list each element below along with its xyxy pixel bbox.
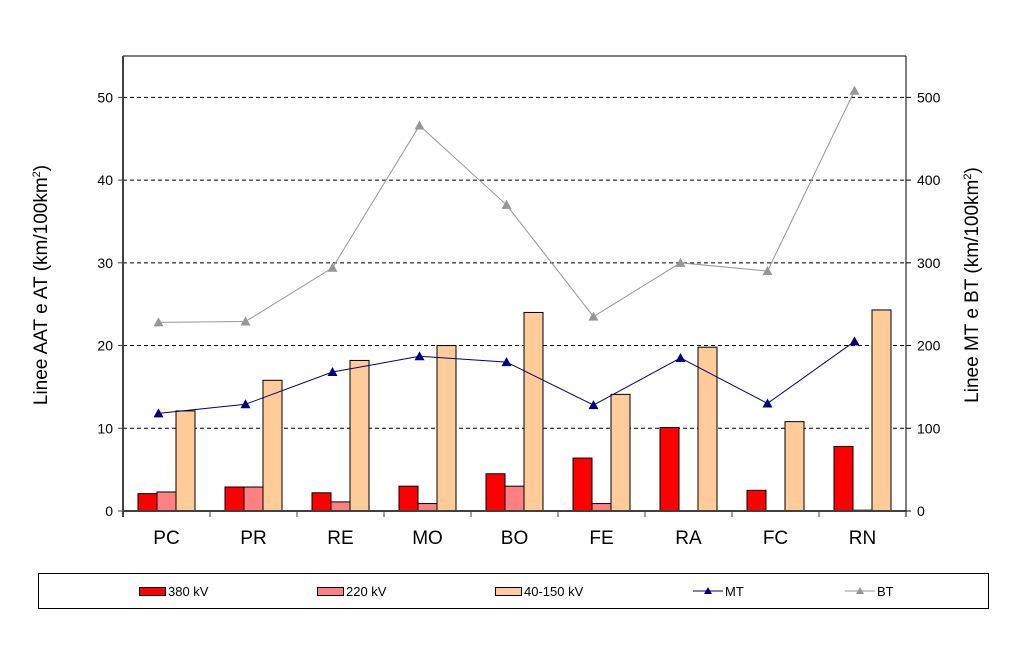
y-tick-label-left: 40 [97, 172, 113, 188]
y-tick-label-right: 200 [917, 338, 941, 354]
gridlines [123, 96, 906, 429]
axes [118, 55, 911, 517]
bar-40-150kv [175, 410, 196, 512]
bar-380kv [659, 426, 680, 512]
marker-mt [414, 351, 425, 361]
bar-40-150kv [262, 379, 283, 512]
legend-item-bt: BT [845, 574, 894, 608]
y-axis-title-right-main: Linee MT e BT (km/100km [962, 180, 983, 403]
bar-220kv [504, 485, 525, 512]
marker-mt [675, 352, 686, 362]
legend-item-mt: MT [693, 574, 744, 608]
bar-220kv [591, 503, 612, 512]
marker-mt [501, 357, 512, 367]
x-category-label: RE [327, 528, 353, 549]
bar-40-150kv [784, 421, 805, 512]
bar-380kv [485, 473, 506, 512]
y-axis-title-left: Linee AAT e AT (km/100km2) [31, 165, 52, 405]
marker-mt [327, 367, 338, 377]
y-tick-label-right: 400 [917, 172, 941, 188]
y-tick-label-left: 20 [97, 338, 113, 354]
marker-bt [588, 311, 599, 321]
marker-mt [762, 398, 773, 408]
marker-mt [588, 400, 599, 410]
y-axis-title-right-close: ) [962, 167, 983, 173]
x-category-label: PR [240, 528, 266, 549]
marker-bt [327, 262, 338, 272]
bar-220kv [330, 501, 351, 512]
bar-220kv [417, 503, 438, 512]
bar-40-150kv [349, 359, 370, 512]
x-category-label: PC [153, 528, 179, 549]
legend-item-40-150kv: 40-150 kV [495, 574, 583, 608]
marker-bt [501, 199, 512, 209]
y-tick-label-left: 50 [97, 89, 113, 105]
bar-380kv [572, 457, 593, 512]
y-axis-title-left-main: Linee AAT e AT (km/100km [31, 177, 52, 405]
legend-swatch-220kv [317, 586, 344, 596]
y-axis-title-right-sup: 2 [962, 174, 974, 180]
y-tick-label-right: 300 [917, 255, 941, 271]
bar-380kv [224, 486, 245, 512]
marker-bt [849, 85, 860, 95]
legend-label-380kv: 380 kV [168, 583, 209, 599]
bar-40-150kv [523, 311, 544, 512]
x-category-label: RN [849, 528, 876, 549]
x-category-label: RA [675, 528, 702, 549]
lines [153, 85, 860, 418]
bar-380kv [137, 493, 158, 512]
bar-380kv [746, 489, 767, 512]
marker-mt [240, 399, 251, 409]
y-tick-label-right: 500 [917, 89, 941, 105]
legend-label-220kv: 220 kV [346, 583, 387, 599]
legend-item-220kv: 220 kV [317, 574, 386, 608]
marker-bt [153, 317, 164, 327]
x-category-label: BO [501, 528, 528, 549]
legend-swatch-40-150kv [495, 586, 522, 596]
legend-label-40-150kv: 40-150 kV [524, 583, 584, 599]
bar-380kv [311, 492, 332, 512]
legend-item-380kv: 380 kV [139, 574, 208, 608]
legend-label-bt: BT [877, 583, 894, 599]
x-category-label: MO [412, 528, 443, 549]
legend: 380 kV 220 kV 40-150 kV MT BT [38, 573, 989, 609]
y-tick-label-left: 10 [97, 420, 113, 436]
bar-40-150kv [871, 309, 892, 512]
y-tick-label-left: 30 [97, 255, 113, 271]
marker-mt [849, 336, 860, 346]
bar-220kv [243, 486, 264, 512]
marker-bt [240, 316, 251, 326]
x-category-label: FE [589, 528, 613, 549]
legend-swatch-380kv [139, 586, 166, 596]
bar-380kv [398, 485, 419, 512]
y-axis-title-right: Linee MT e BT (km/100km2) [962, 167, 983, 403]
marker-bt [414, 120, 425, 130]
y-axis-title-left-sup: 2 [31, 171, 43, 177]
bar-380kv [833, 445, 854, 512]
bar-220kv [156, 491, 177, 512]
y-axis-title-left-close: ) [31, 165, 52, 171]
bars [137, 309, 892, 512]
marker-bt [675, 257, 686, 267]
legend-marker-mt [693, 587, 723, 594]
legend-marker-bt [845, 587, 875, 594]
y-tick-label-right: 100 [917, 420, 941, 436]
marker-mt [153, 408, 164, 418]
marker-bt [762, 266, 773, 276]
bar-40-150kv [610, 393, 631, 512]
y-tick-label-right: 0 [917, 503, 925, 519]
legend-label-mt: MT [725, 583, 744, 599]
bar-40-150kv [436, 345, 457, 512]
y-tick-label-left: 0 [105, 503, 113, 519]
x-category-label: FC [763, 528, 788, 549]
